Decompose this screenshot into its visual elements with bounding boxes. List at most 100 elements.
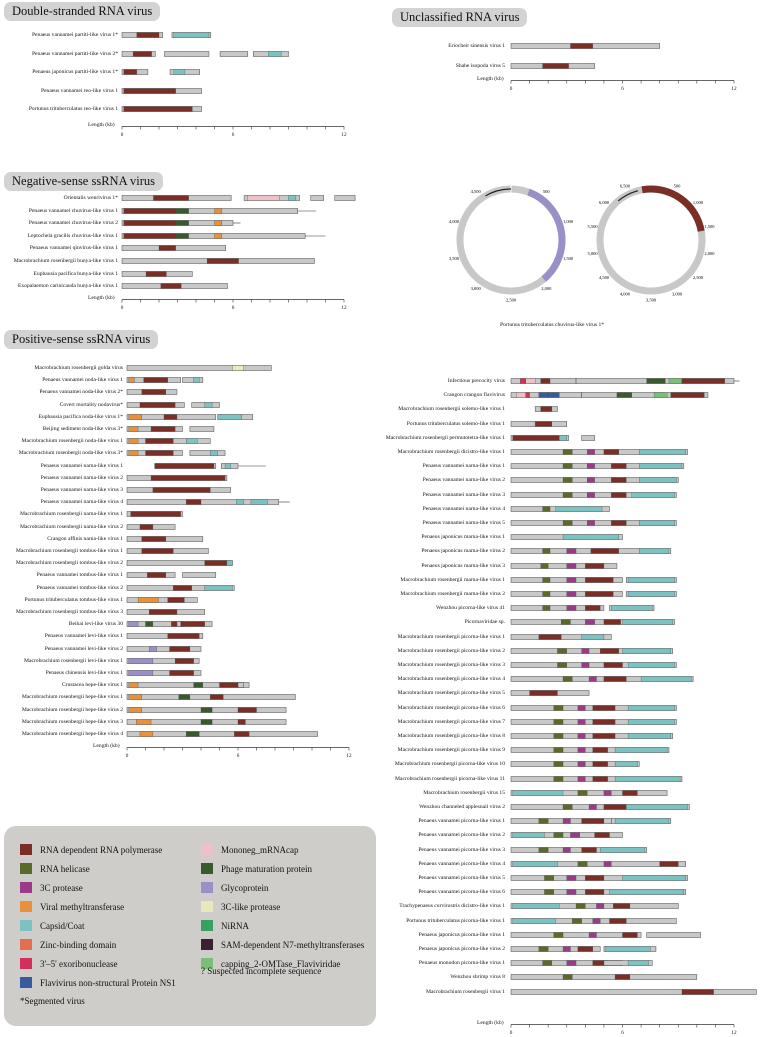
legend-item: SAM-dependent N7-methyltransferases [201, 939, 364, 950]
circle-tick-label: 2,000 [704, 251, 715, 257]
domain-Helicase [577, 790, 588, 796]
domain-RdRp [147, 572, 167, 579]
domain-Capsid [611, 605, 653, 611]
domain-RdRp [585, 562, 605, 569]
domain-Capsid [193, 377, 200, 383]
genome-name: Penaeus japonicus marna-like virus 2 [421, 548, 505, 555]
genome-name: Penaeus vannamei picorna-like virus 3 [418, 846, 505, 853]
domain-RdRp [581, 846, 597, 853]
domain-RdRp [540, 406, 553, 413]
domain-Protease3C [570, 832, 580, 839]
domain-Capsid [639, 449, 686, 455]
domain-Protease3C [577, 704, 586, 711]
domain-RdRp [681, 988, 714, 995]
genome-track [126, 719, 287, 725]
domain-Helicase [553, 704, 564, 711]
circle-tick-label: 4,500 [471, 189, 482, 195]
genome-track [510, 974, 698, 981]
domain-Protease3C [585, 619, 595, 626]
genome-track [126, 450, 226, 457]
domain-RdRp [613, 903, 631, 910]
domain-Protease3C [566, 562, 577, 569]
domain-Capsid [627, 733, 671, 739]
genome-name: Penaeus vannamei qinvirus-like virus 1 [29, 245, 118, 252]
domain-Capsid [622, 619, 673, 626]
domain-Helicase [553, 719, 564, 725]
genome-track [510, 747, 670, 753]
genome-track [121, 106, 202, 112]
domain-RdRp [603, 676, 627, 682]
legend-item: RNA helicase [20, 863, 90, 874]
domain-Capsid [512, 832, 545, 839]
genome-track [510, 534, 623, 540]
legend-swatch [20, 977, 32, 988]
genome-track [510, 932, 701, 938]
genome-name: Penaeus vannamei narna-like virus 3 [40, 487, 123, 493]
legend-label: RNA helicase [40, 863, 90, 874]
domain-Capsid [559, 435, 567, 441]
genome-segment [126, 658, 200, 664]
genome-track [510, 463, 685, 469]
domain-RdRp [237, 719, 246, 725]
genome-track [126, 377, 204, 383]
domain-Protease3C [588, 676, 597, 682]
legend-swatch [201, 901, 213, 912]
domain-VMT [139, 731, 154, 737]
domain-Capsid [173, 32, 210, 38]
circle-tick-label: 1,500 [704, 224, 715, 230]
genome-track [126, 621, 213, 627]
genome-name: Penaeus monodon picorna-like virus 1 [418, 960, 505, 967]
genome-name: Penaeus vannamei partiti-like virus 1* [31, 32, 118, 38]
legend-label: capping_2-OMTase_Flaviviridae [221, 958, 341, 969]
genome-track [510, 690, 590, 697]
genome-segment [126, 682, 250, 688]
legend-label: 3'–5' exoribonuclease [40, 958, 118, 969]
domain-Protease3C [577, 719, 586, 725]
genome-name: Macrobrachium rosenbergii picorna-like v… [397, 647, 505, 654]
domain-Capsid [512, 903, 560, 910]
genome-track [126, 511, 183, 518]
genome-name: Penaeus vannamei tombus-like virus 1 [36, 572, 123, 579]
legend-item: capping_2-OMTase_Flaviviridae [201, 958, 340, 969]
domain-RdRp [123, 106, 193, 112]
domain-RdRp [614, 974, 631, 981]
genome-segment [581, 435, 595, 441]
genome-name: Penaeus vannamei noda-like virus 2* [39, 389, 123, 396]
legend-label: NiRNA [221, 920, 250, 931]
genome-name: Penaeus vannamei narna-like virus 1 [40, 462, 123, 469]
domain-RdRp [592, 747, 608, 753]
genome-name: Penaeus vannamei partiti-like virus 2* [31, 50, 118, 57]
genome-name: Portunus trituberculatus tombus-like vir… [24, 596, 123, 603]
domain-Protease3C [577, 747, 586, 753]
domain-VMT [128, 450, 139, 457]
genome-name: Penaeus vannamei narna-like virus 4 [40, 499, 123, 506]
domain-Capsid [639, 520, 675, 526]
genome-name: Macrobrachium rosenbergii noda-like viru… [18, 450, 123, 457]
genome-track [510, 548, 672, 555]
domain-Protease3C [581, 662, 590, 668]
axis-tick-label: 0 [509, 86, 513, 92]
domain-Helicase [562, 477, 573, 484]
genome-segment [121, 233, 306, 239]
domain-Helicase [562, 449, 573, 455]
domain-NS1 [548, 392, 560, 398]
genome-track [510, 520, 677, 526]
genome-name: Exopalaemon carinicauda bunya-like virus… [17, 283, 118, 290]
genome-track [510, 477, 679, 484]
genome-name: Penaeus vannamei picorna-like virus 5 [418, 875, 505, 881]
genome-track [121, 258, 315, 264]
domain-RdRp [622, 790, 638, 796]
genome-name: Infectious precocity virus [447, 378, 505, 384]
domain-RdRp [141, 536, 166, 542]
genome-track [121, 50, 289, 57]
domain-RdRp [603, 662, 623, 668]
domain-Protease3C [587, 477, 595, 484]
genome-segment [510, 605, 605, 611]
genome-segment [182, 572, 217, 579]
genome-name: Penaeus vannamei narna-like virus 3 [422, 491, 505, 498]
legend-label: Mononeg_mRNAcap [221, 844, 299, 855]
domain-RdRp [169, 670, 194, 676]
legend-item: Flavivirus non-structural Protein NS1 [20, 977, 176, 988]
genome-track [121, 220, 241, 226]
legend-item: 3C protease [20, 882, 83, 893]
